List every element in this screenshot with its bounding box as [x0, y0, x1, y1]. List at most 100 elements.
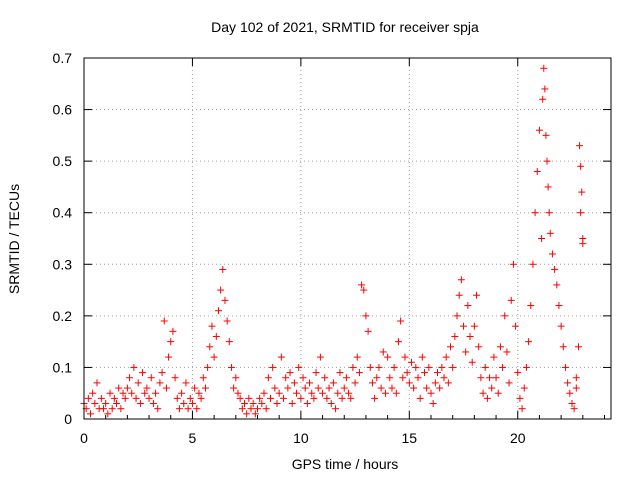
data-point [551, 265, 559, 273]
data-point [546, 229, 554, 237]
data-point [210, 353, 218, 361]
data-point [143, 384, 151, 392]
data-point [223, 317, 231, 325]
data-point [405, 379, 413, 387]
data-point [338, 394, 346, 402]
data-point [247, 405, 255, 413]
data-point [258, 400, 266, 408]
data-point [514, 369, 522, 377]
data-point [353, 353, 361, 361]
data-point [327, 400, 335, 408]
data-point [447, 343, 455, 351]
data-point [336, 369, 344, 377]
data-point [147, 374, 155, 382]
data-point [488, 384, 496, 392]
data-point [535, 126, 543, 134]
data-point [572, 384, 580, 392]
data-point [295, 363, 303, 371]
data-point [416, 394, 424, 402]
data-point [386, 374, 394, 382]
data-point [577, 162, 585, 170]
data-point [158, 369, 166, 377]
data-point [245, 394, 253, 402]
data-point [390, 363, 398, 371]
data-point [132, 394, 140, 402]
plot-frame [83, 57, 612, 420]
data-point [355, 369, 363, 377]
data-point [451, 332, 459, 340]
data-point [197, 394, 205, 402]
data-point [121, 394, 129, 402]
data-point [509, 260, 517, 268]
data-point [104, 410, 112, 418]
data-point [578, 188, 586, 196]
data-point [275, 389, 283, 397]
data-point [407, 358, 415, 366]
data-point [412, 363, 420, 371]
data-point [240, 400, 248, 408]
data-point [208, 322, 216, 330]
data-point [457, 276, 465, 284]
data-point [277, 353, 285, 361]
data-point [193, 405, 201, 413]
data-point [460, 322, 468, 330]
data-point [308, 389, 316, 397]
data-point [334, 389, 342, 397]
y-tick-label: 0.4 [53, 205, 73, 221]
data-point [377, 384, 385, 392]
data-point [394, 338, 402, 346]
data-point [267, 394, 275, 402]
data-point [113, 400, 121, 408]
data-point [410, 384, 418, 392]
data-point [494, 389, 502, 397]
data-point [429, 400, 437, 408]
data-point [232, 374, 240, 382]
data-point [188, 400, 196, 408]
data-point [93, 379, 101, 387]
data-point [553, 281, 561, 289]
y-tick-label: 0.1 [53, 359, 73, 375]
data-point [566, 389, 574, 397]
data-point [557, 322, 565, 330]
data-point [371, 394, 379, 402]
data-point [297, 394, 305, 402]
data-point [548, 250, 556, 258]
data-point [543, 157, 551, 165]
data-point [253, 405, 261, 413]
data-point [545, 209, 553, 217]
data-point [100, 405, 108, 413]
data-point [351, 379, 359, 387]
data-point [319, 389, 327, 397]
data-point [442, 353, 450, 361]
data-point [462, 348, 470, 356]
data-point [436, 384, 444, 392]
data-points [80, 64, 587, 418]
data-point [204, 363, 212, 371]
data-point [503, 348, 511, 356]
data-point [392, 389, 400, 397]
data-point [492, 374, 500, 382]
data-point [561, 363, 569, 371]
data-point [306, 379, 314, 387]
data-point [119, 389, 127, 397]
data-point [126, 374, 134, 382]
data-point [559, 343, 567, 351]
data-point [84, 394, 92, 402]
data-point [579, 240, 587, 248]
data-point [388, 384, 396, 392]
data-point [154, 405, 162, 413]
data-point [195, 389, 203, 397]
x-tick-label: 10 [293, 430, 309, 446]
data-point [449, 363, 457, 371]
data-point [542, 131, 550, 139]
data-point [299, 374, 307, 382]
data-point [269, 363, 277, 371]
data-point [225, 338, 233, 346]
x-tick-label: 15 [402, 430, 418, 446]
data-point [293, 389, 301, 397]
data-point [453, 312, 461, 320]
data-point [87, 410, 95, 418]
data-point [332, 405, 340, 413]
data-point [219, 265, 227, 273]
y-tick-labels: 0 0.1 0.2 0.3 0.4 0.5 0.6 0.7 [53, 50, 73, 427]
